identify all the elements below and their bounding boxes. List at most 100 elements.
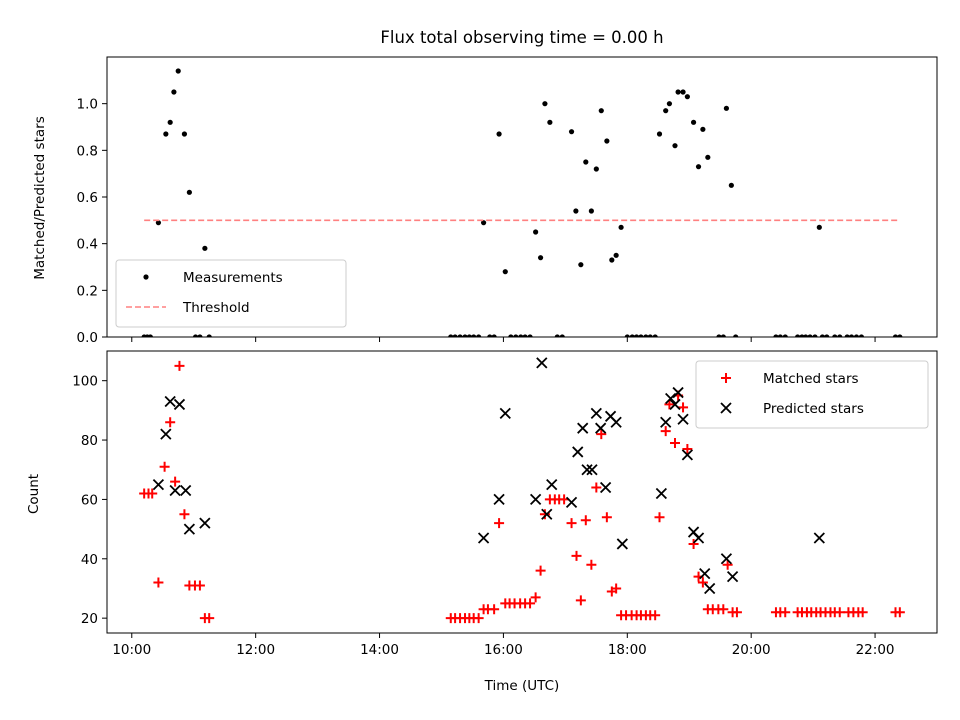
top-measurement-point bbox=[155, 220, 162, 226]
top-legend-box bbox=[115, 259, 347, 328]
top-measurement-point bbox=[705, 154, 711, 160]
top-measurement-point bbox=[832, 334, 838, 337]
bottom-predicted-marker bbox=[595, 422, 607, 434]
top-measurement-point bbox=[471, 334, 477, 337]
top-ytick-label: 0.8 bbox=[77, 143, 98, 159]
top-measurement-point bbox=[819, 334, 826, 337]
top-measurement-point bbox=[568, 129, 575, 135]
top-measurement-point bbox=[613, 252, 619, 258]
bottom-matched-marker bbox=[660, 426, 671, 437]
top-measurement-point bbox=[547, 119, 553, 125]
bottom-matched-marker bbox=[539, 509, 550, 520]
bottom-predicted-marker bbox=[493, 493, 505, 506]
bottom-matched-marker bbox=[530, 592, 541, 603]
top-measurement-point bbox=[853, 334, 860, 337]
top-measurement-point bbox=[807, 334, 813, 337]
top-measurement-point bbox=[858, 334, 865, 337]
top-measurement-point bbox=[508, 334, 514, 337]
bottom-matched-marker bbox=[654, 512, 665, 523]
bottom-matched-marker bbox=[857, 607, 868, 618]
bottom-matched-marker bbox=[489, 604, 500, 615]
top-legend-label: Measurements bbox=[183, 270, 283, 286]
top-measurement-point bbox=[803, 334, 809, 337]
top-measurement-point bbox=[186, 189, 192, 195]
bottom-legend-label: Matched stars bbox=[763, 371, 859, 387]
bottom-matched-marker bbox=[494, 518, 505, 529]
top-measurement-point bbox=[723, 105, 730, 111]
bottom-predicted-marker bbox=[692, 532, 705, 544]
bottom-matched-marker bbox=[611, 583, 622, 594]
bottom-predicted-marker bbox=[577, 422, 589, 434]
top-measurement-point bbox=[491, 334, 497, 337]
bottom-predicted-marker bbox=[655, 487, 668, 500]
top-measurement-point bbox=[773, 334, 779, 337]
bottom-axes-frame bbox=[106, 350, 938, 634]
top-measurement-point bbox=[680, 89, 686, 95]
top-measurement-point bbox=[643, 334, 649, 337]
bottom-predicted-marker bbox=[660, 416, 672, 428]
top-ylabel: Matched/Predicted stars bbox=[32, 116, 48, 279]
bottom-legend-matched-swatch bbox=[721, 373, 731, 383]
bottom-matched-marker bbox=[669, 438, 680, 449]
top-measurement-point bbox=[716, 334, 722, 337]
bottom-matched-marker bbox=[650, 610, 661, 621]
bottom-predicted-marker bbox=[669, 398, 681, 411]
top-measurement-point bbox=[795, 334, 801, 337]
top-measurement-point bbox=[583, 159, 589, 165]
bottom-predicted-marker bbox=[581, 464, 593, 476]
top-measurement-point bbox=[487, 334, 493, 337]
bottom-predicted-marker bbox=[546, 478, 558, 491]
top-legend-label: Threshold bbox=[182, 300, 250, 316]
bottom-matched-marker bbox=[596, 429, 607, 440]
bottom-xtick-label: 22:00 bbox=[856, 642, 895, 658]
top-ytick-label: 0.6 bbox=[77, 190, 98, 206]
top-measurement-point bbox=[728, 182, 734, 188]
bottom-matched-marker bbox=[525, 598, 536, 609]
bottom-predicted-marker bbox=[529, 493, 542, 506]
top-axes-frame bbox=[106, 56, 938, 338]
bottom-matched-marker bbox=[722, 559, 733, 570]
bottom-predicted-marker bbox=[665, 392, 677, 405]
bottom-predicted-marker bbox=[720, 553, 733, 565]
top-measurement-point bbox=[604, 138, 610, 144]
top-measurement-point bbox=[573, 208, 579, 214]
bottom-matched-marker bbox=[204, 613, 215, 624]
bottom-xtick-label: 10:00 bbox=[112, 642, 151, 658]
bottom-ytick-label: 100 bbox=[72, 374, 98, 390]
bottom-xlabel: Time (UTC) bbox=[484, 678, 560, 694]
top-measurement-point bbox=[647, 334, 653, 337]
top-measurement-point bbox=[652, 334, 658, 337]
top-measurement-point bbox=[609, 257, 615, 263]
bottom-xtick-label: 14:00 bbox=[360, 642, 399, 658]
top-measurement-point bbox=[598, 108, 604, 114]
bottom-predicted-marker bbox=[699, 567, 711, 580]
bottom-predicted-marker bbox=[681, 449, 694, 461]
top-measurement-point bbox=[618, 224, 624, 230]
bottom-matched-marker bbox=[174, 360, 185, 371]
bottom-predicted-marker bbox=[726, 570, 739, 583]
top-panel: Matched/Predicted stars 0.0 0.2 0.4 0.6 0.8 1… bbox=[32, 56, 938, 346]
bottom-matched-marker bbox=[780, 607, 791, 618]
top-measurement-point bbox=[624, 334, 630, 337]
bottom-matched-marker bbox=[718, 604, 729, 615]
top-measurement-point bbox=[522, 334, 528, 337]
bottom-predicted-marker bbox=[677, 413, 689, 425]
top-measurement-point bbox=[147, 334, 153, 337]
top-ytick-label: 0.0 bbox=[77, 330, 98, 346]
top-measurement-point bbox=[518, 334, 524, 337]
top-measurement-point bbox=[695, 164, 702, 170]
bottom-matched-marker bbox=[697, 577, 708, 588]
top-measurement-point bbox=[452, 334, 458, 337]
bottom-plot-area bbox=[139, 357, 905, 624]
top-measurement-point bbox=[542, 101, 548, 107]
top-measurement-point bbox=[496, 131, 502, 137]
top-measurement-point bbox=[181, 131, 188, 137]
bottom-matched-marker bbox=[194, 580, 205, 591]
top-measurement-point bbox=[844, 334, 850, 337]
top-measurement-point bbox=[206, 334, 212, 337]
top-measurement-point bbox=[812, 334, 818, 337]
bottom-matched-marker bbox=[601, 512, 612, 523]
bottom-ytick-label: 60 bbox=[81, 492, 98, 508]
